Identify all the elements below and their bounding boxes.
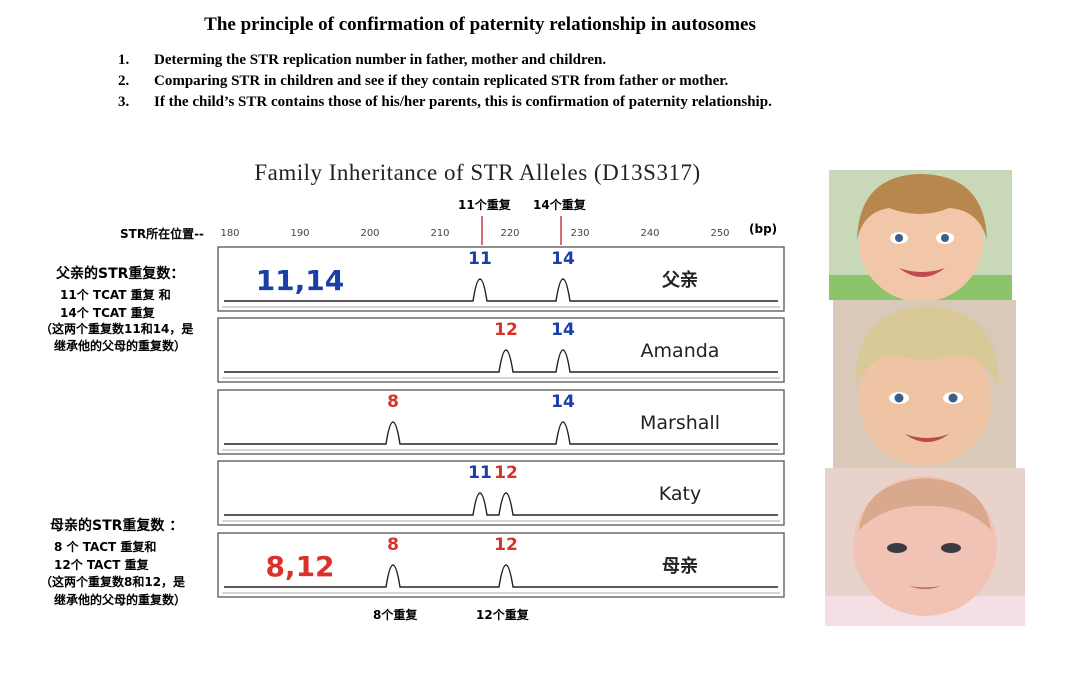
step-2-number: 2. [118, 73, 130, 89]
step-2: 2. Comparing STR in children and see if t… [118, 73, 728, 90]
father-notes-heading: 父亲的STR重复数： [56, 266, 185, 282]
trace-row-name: 母亲 [662, 555, 698, 577]
marker-12-label: 12个重复 [476, 607, 530, 622]
trace-signal [224, 349, 778, 373]
trace-row: 12 14 Amanda [217, 317, 785, 383]
step-1: 1. Determing the STR replication number i… [118, 52, 606, 69]
marker-11-label: 11个重复 [458, 197, 512, 212]
chart-title: Family Inheritance of STR Alleles (D13S3… [254, 160, 701, 185]
repeat-count-summary: 11,14 [256, 264, 345, 297]
step-1-text: Determing the STR replication number in … [154, 52, 607, 68]
child-photo-2-icon [833, 300, 1016, 468]
trace-row: 11 14 父亲 11,14 [217, 246, 785, 312]
trace-row-name: 父亲 [662, 269, 698, 291]
peak-label: 14 [551, 320, 575, 340]
axis-tick-label: 230 [570, 228, 589, 239]
mother-notes-line-4: 继承他的父母的重复数） [54, 593, 187, 607]
peak-label: 12 [494, 320, 518, 340]
marker-14-label: 14个重复 [533, 197, 587, 212]
trace-signal [224, 492, 778, 516]
peak-label: 11 [468, 463, 492, 483]
axis-tick-label: 210 [430, 228, 449, 239]
peak-label: 8 [387, 392, 399, 412]
marker-8-label: 8个重复 [373, 607, 418, 622]
axis-tick-label: 250 [710, 228, 729, 239]
photo-katy [825, 468, 1025, 626]
trace-row-name: Marshall [640, 412, 720, 434]
trace-signal [224, 421, 778, 445]
peak-label: 14 [551, 392, 575, 412]
step-3-number: 3. [118, 94, 130, 110]
peak-label: 8 [387, 535, 399, 555]
step-1-number: 1. [118, 52, 130, 68]
mother-notes-line-1: 8 个 TACT 重复和 [54, 540, 157, 554]
peak-label: 12 [494, 535, 518, 555]
trace-row: 8 12 母亲 8,12 [217, 532, 785, 598]
trace-row: 8 14 Marshall [217, 389, 785, 455]
axis-tick-label: 220 [500, 228, 519, 239]
peak-label: 12 [494, 463, 518, 483]
step-2-text: Comparing STR in children and see if the… [154, 73, 729, 89]
peak-label: 14 [551, 249, 575, 269]
father-notes-line-3: （这两个重复数11和14，是 [40, 322, 194, 336]
axis-tick-label: 240 [640, 228, 659, 239]
photo-amanda [829, 170, 1012, 300]
mother-notes-line-2: 12个 TACT 重复 [54, 558, 149, 572]
photo-marshall [833, 300, 1016, 468]
mother-notes-line-3: （这两个重复数8和12，是 [40, 575, 186, 589]
trace-signal [224, 278, 778, 302]
axis-tick-label: 200 [360, 228, 379, 239]
peak-label: 11 [468, 249, 492, 269]
child-photo-1-icon [829, 170, 1012, 300]
father-notes-line-2: 14个 TCAT 重复 [60, 306, 155, 320]
axis-tick-label: 180 [220, 228, 239, 239]
trace-row: 11 12 Katy [217, 460, 785, 526]
step-3-text: If the child’s STR contains those of his… [154, 94, 772, 110]
mother-notes-heading: 母亲的STR重复数 ： [50, 518, 184, 534]
father-notes-line-1: 11个 TCAT 重复 和 [60, 288, 171, 302]
step-3: 3. If the child’s STR contains those of h… [118, 94, 772, 111]
repeat-count-summary: 8,12 [265, 550, 334, 583]
trace-row-name: Amanda [641, 340, 720, 362]
axis-unit: (bp) [749, 222, 777, 236]
axis-label: STR所在位置-- [120, 226, 204, 241]
baby-photo-icon [825, 468, 1025, 626]
trace-row-name: Katy [659, 483, 701, 505]
page-title: The principle of confirmation of paterni… [204, 14, 756, 35]
trace-signal [224, 564, 778, 588]
father-notes-line-4: 继承他的父母的重复数） [54, 339, 187, 353]
axis-tick-label: 190 [290, 228, 309, 239]
